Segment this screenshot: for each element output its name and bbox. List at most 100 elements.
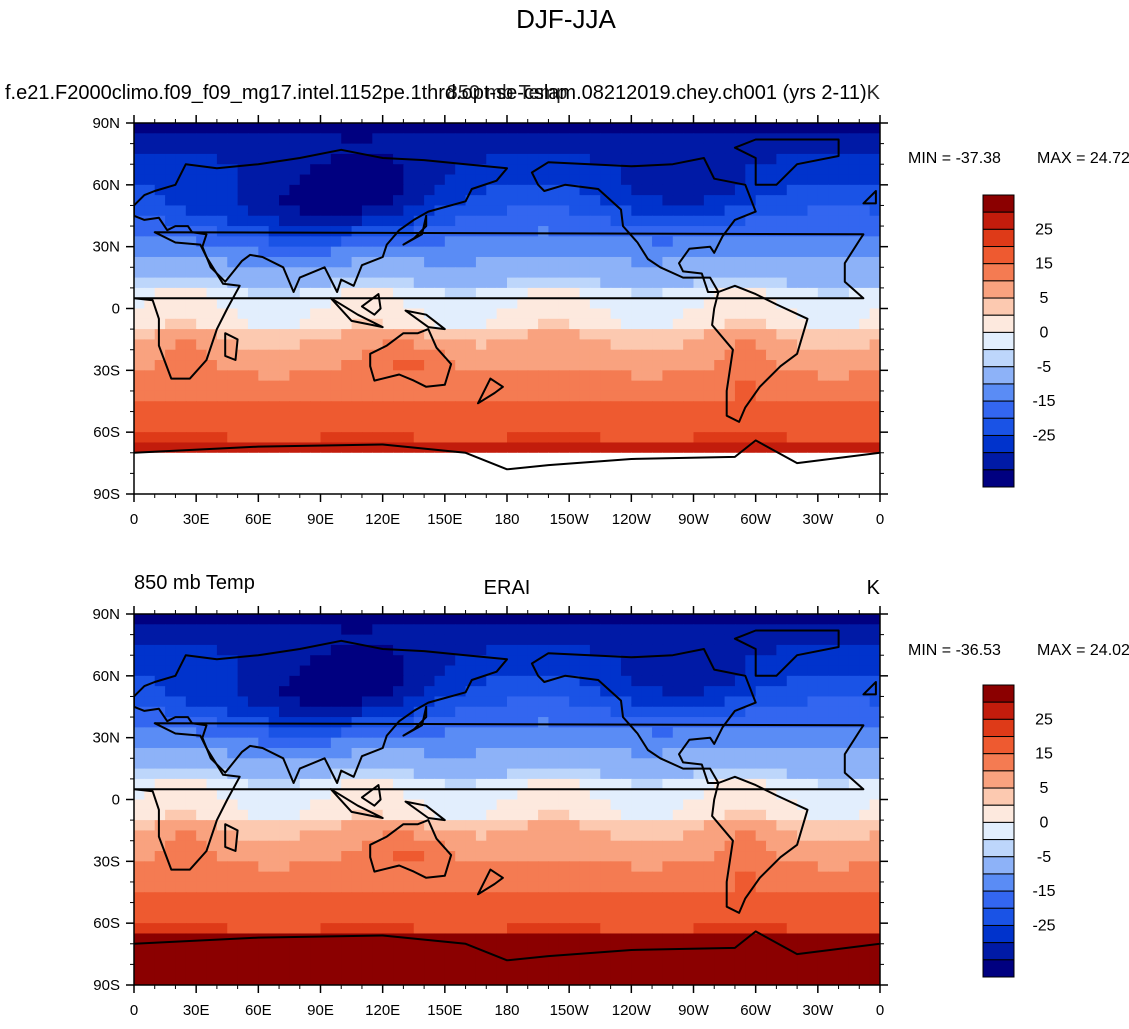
field-cell	[507, 236, 518, 248]
field-cell	[703, 881, 715, 893]
field-cell	[579, 246, 591, 258]
field-cell	[703, 153, 715, 165]
field-cell	[786, 442, 798, 454]
field-cell	[589, 830, 601, 842]
field-cell	[196, 123, 208, 134]
field-cell	[714, 123, 726, 134]
field-cell	[196, 727, 208, 739]
field-cell	[641, 892, 653, 904]
field-cell	[227, 902, 239, 914]
field-cell	[558, 902, 570, 914]
field-cell	[144, 809, 156, 821]
field-cell	[196, 614, 208, 625]
field-cell	[434, 277, 446, 289]
field-cell	[382, 277, 394, 289]
field-cell	[279, 851, 291, 862]
field-cell	[144, 634, 156, 646]
field-cell	[745, 892, 757, 904]
field-cell	[310, 686, 322, 698]
field-cell	[683, 737, 695, 749]
field-cell	[361, 840, 373, 852]
field-cell	[589, 809, 601, 821]
field-cell	[216, 184, 228, 196]
field-cell	[620, 287, 632, 299]
field-cell	[310, 329, 322, 341]
field-cell	[848, 665, 860, 677]
field-cell	[289, 380, 301, 392]
field-cell	[185, 421, 197, 433]
field-cell	[527, 184, 539, 196]
field-cell	[755, 411, 767, 423]
field-cell	[289, 473, 301, 485]
field-cell	[165, 329, 177, 341]
field-cell	[299, 820, 311, 832]
field-cell	[279, 789, 291, 801]
field-cell	[838, 318, 850, 330]
field-cell	[734, 830, 746, 842]
field-cell	[154, 644, 166, 656]
field-cell	[444, 123, 456, 134]
field-cell	[527, 164, 539, 176]
field-cell	[465, 246, 477, 258]
field-cell	[268, 123, 280, 134]
field-cell	[589, 143, 601, 155]
field-cell	[247, 861, 259, 873]
field-cell	[600, 820, 612, 832]
field-cell	[745, 912, 757, 924]
field-cell	[807, 339, 819, 351]
field-cell	[610, 923, 622, 935]
field-cell	[807, 789, 819, 801]
field-cell	[434, 143, 446, 155]
field-cell	[434, 483, 446, 494]
field-cell	[247, 287, 259, 299]
field-cell	[724, 349, 736, 361]
field-cell	[641, 696, 653, 708]
field-cell	[662, 360, 674, 371]
field-cell	[310, 421, 322, 433]
field-cell	[517, 624, 529, 636]
field-cell	[351, 789, 363, 801]
field-cell	[382, 442, 394, 454]
field-cell	[382, 123, 394, 134]
field-cell	[683, 799, 695, 811]
field-cell	[289, 717, 301, 728]
field-cell	[486, 133, 498, 145]
field-cell	[693, 881, 705, 893]
field-cell	[444, 452, 456, 464]
field-cell	[465, 851, 477, 862]
field-cell	[393, 360, 404, 371]
field-cell	[268, 205, 280, 217]
field-cell	[310, 758, 322, 770]
field-cell	[848, 778, 860, 790]
field-cell	[134, 871, 145, 883]
field-cell	[320, 123, 332, 134]
field-cell	[859, 349, 871, 361]
field-cell	[507, 390, 518, 402]
field-cell	[206, 411, 218, 423]
field-cell	[237, 143, 249, 155]
field-cell	[382, 861, 394, 873]
y-tick-label: 60N	[92, 177, 120, 194]
field-cell	[351, 614, 363, 625]
field-cell	[517, 923, 529, 935]
field-cell	[206, 463, 218, 474]
field-cell	[351, 912, 363, 924]
field-cell	[766, 432, 777, 444]
field-cell	[268, 737, 280, 749]
field-cell	[652, 349, 664, 361]
field-cell	[382, 912, 394, 924]
field-cell	[714, 267, 726, 279]
field-cell	[330, 737, 342, 749]
field-cell	[475, 277, 487, 289]
field-cell	[185, 246, 197, 258]
field-cell	[486, 360, 498, 371]
field-cell	[175, 411, 187, 423]
field-cell	[672, 143, 684, 155]
field-cell	[558, 923, 570, 935]
field-cell	[517, 809, 529, 821]
field-cell	[755, 390, 767, 402]
field-cell	[631, 380, 643, 392]
field-cell	[620, 133, 632, 145]
field-cell	[341, 205, 353, 217]
field-cell	[175, 236, 187, 248]
